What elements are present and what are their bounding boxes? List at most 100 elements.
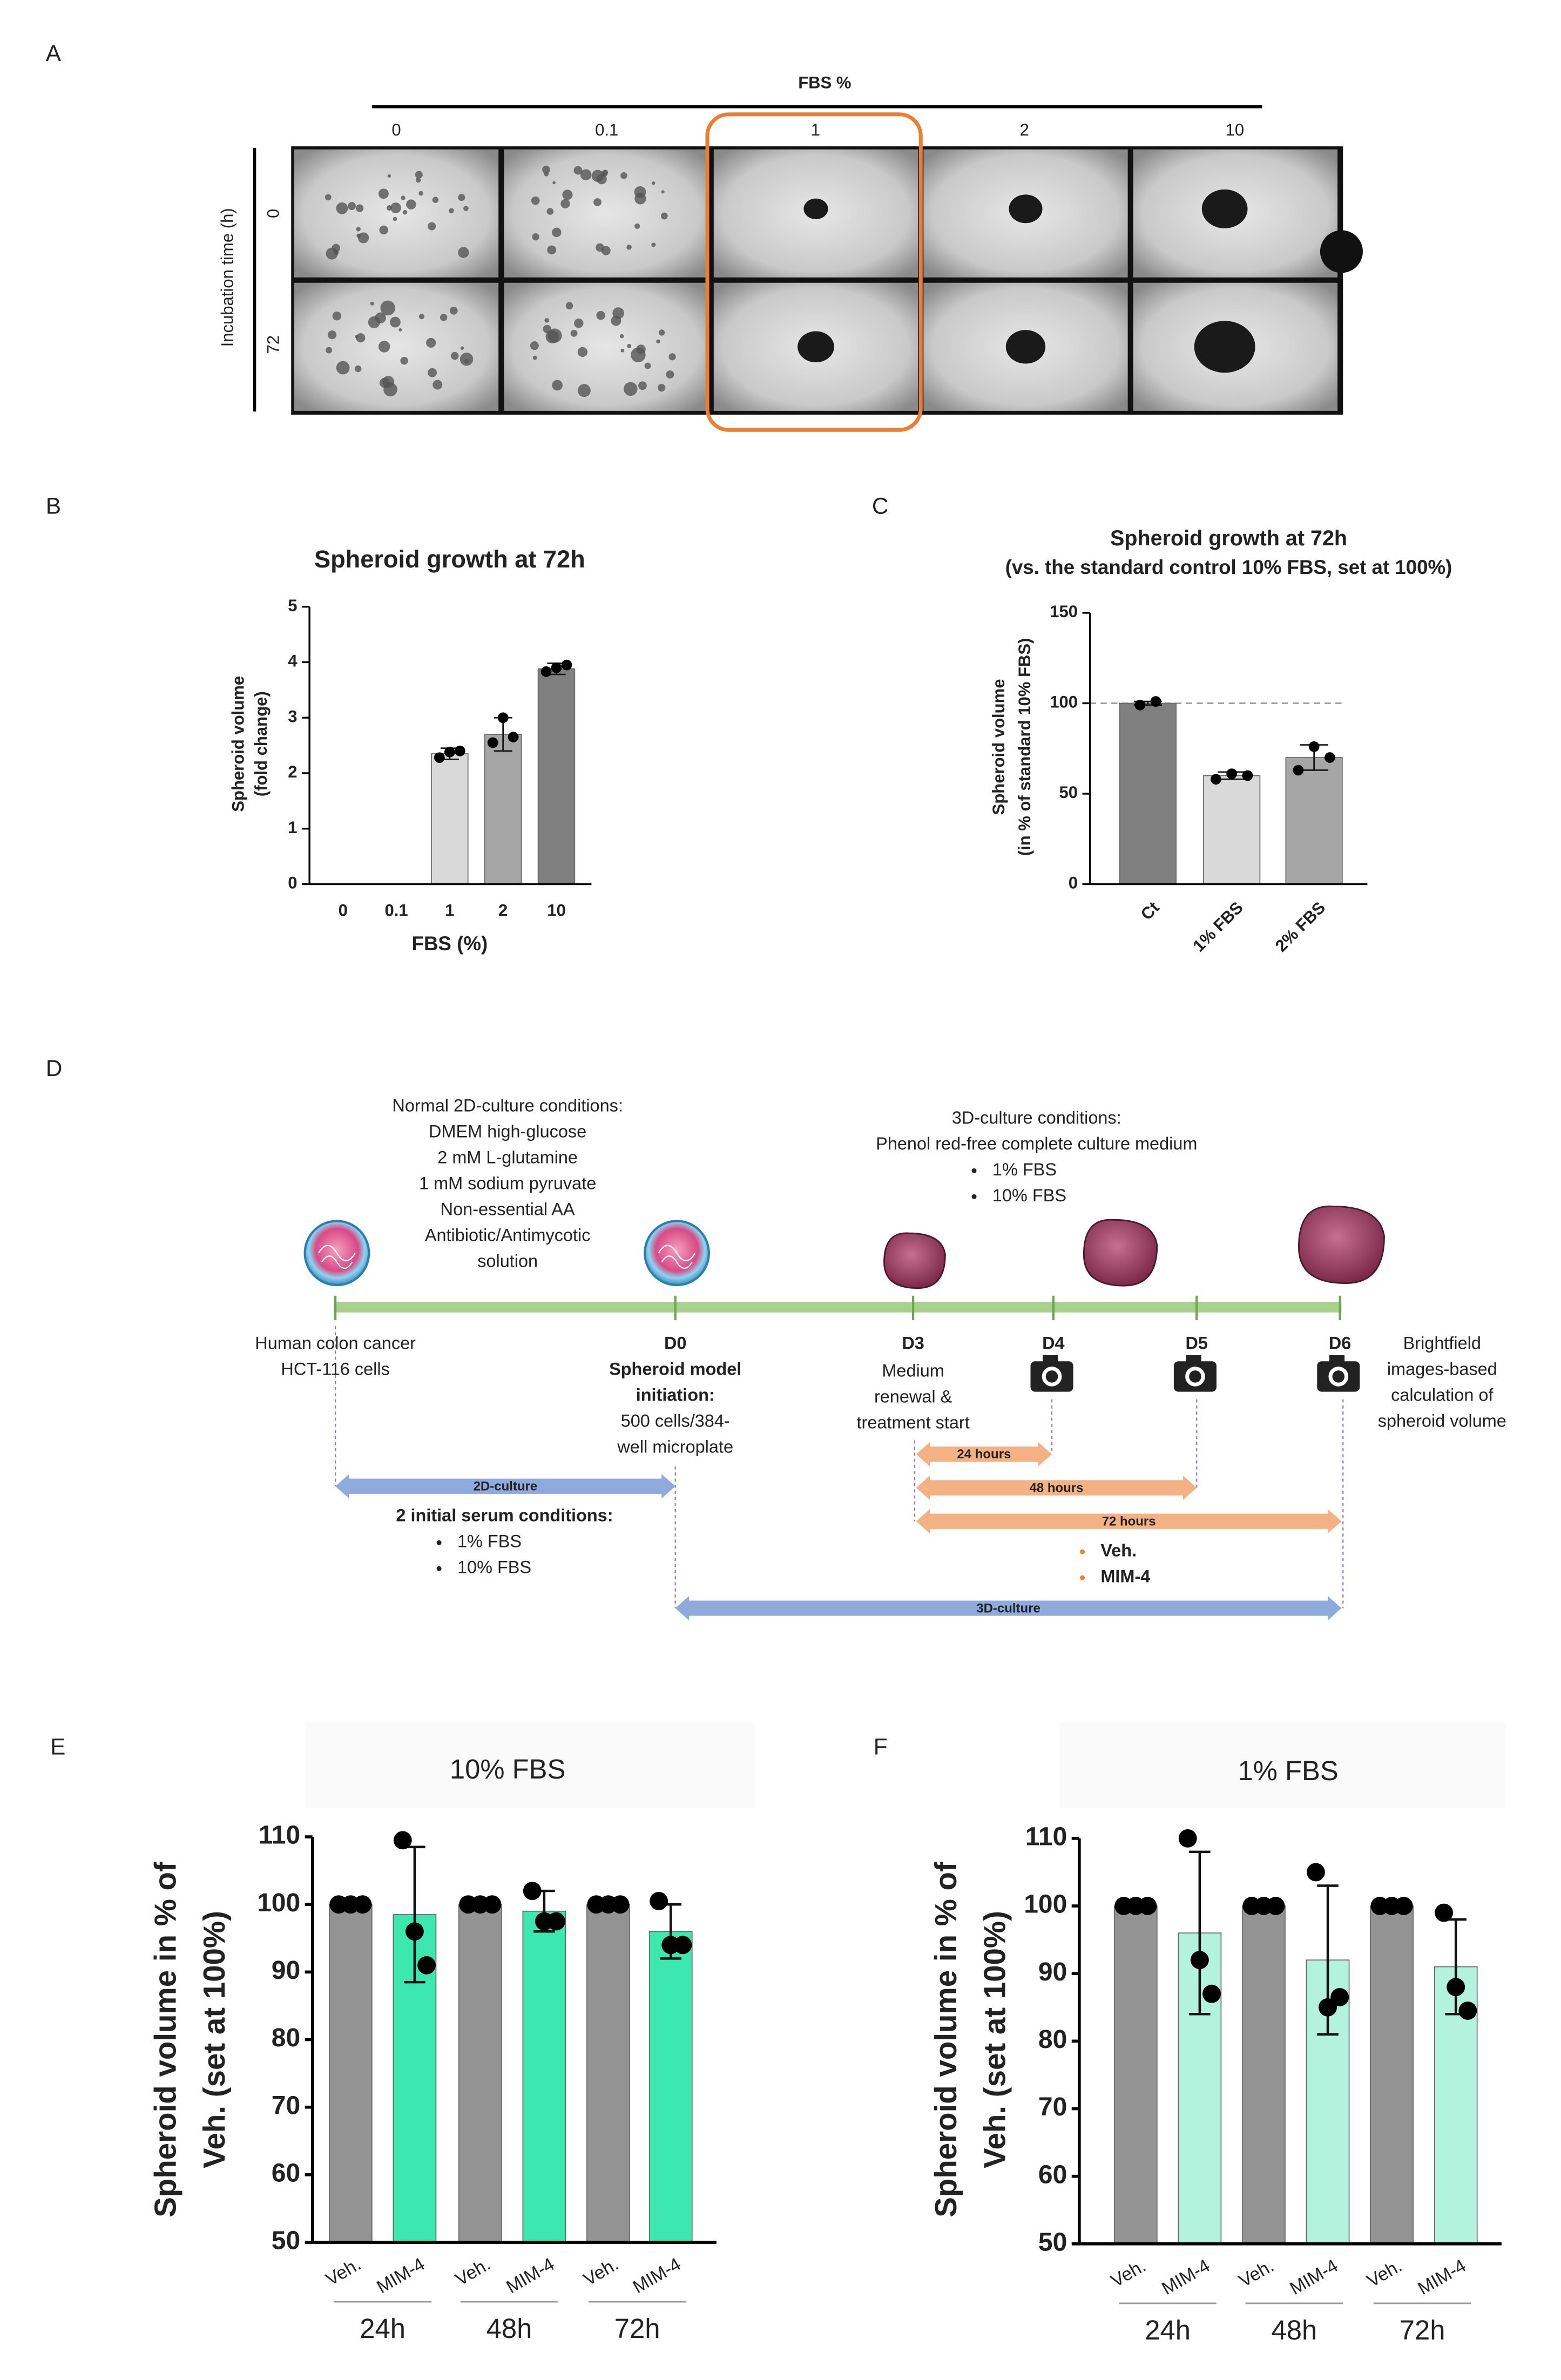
data-point [1306, 1863, 1325, 1882]
cell-cluster [332, 311, 342, 321]
petri-texture [318, 1245, 356, 1269]
readout-text: Brightfield [1403, 1334, 1481, 1353]
data-point [508, 732, 519, 743]
cell-cluster [379, 225, 389, 235]
cell-cluster [378, 341, 390, 353]
cell-cluster [358, 232, 369, 244]
cell-cluster [658, 329, 665, 336]
bar [586, 1904, 630, 2243]
cell-cluster [433, 380, 443, 390]
data-point [487, 737, 498, 748]
data-point [353, 1895, 372, 1914]
group-label: 24h [1145, 2315, 1191, 2345]
cell-cluster [415, 177, 421, 183]
cell-cluster [440, 314, 448, 321]
cell-cluster [666, 370, 674, 379]
arrow-label: 3D-culture [976, 1601, 1040, 1615]
x-tick-label: 10 [547, 901, 566, 920]
data-point [1319, 1998, 1337, 2017]
data-point [444, 747, 455, 758]
y-axis-label: Veh. (set at 100%) [197, 1911, 231, 2168]
row-label: 72 [263, 335, 282, 354]
y-axis-label: (in % of standard 10% FBS) [1015, 638, 1034, 856]
cell-cluster [449, 208, 454, 214]
y-tick-label: 70 [1038, 2093, 1067, 2121]
cell-cluster [624, 382, 638, 396]
double-arrow [916, 1475, 1197, 1500]
x-tick-label: 0 [339, 901, 348, 920]
panel-label: B [46, 493, 61, 518]
bar [1285, 757, 1343, 885]
cell-cluster [660, 212, 668, 220]
y-tick-label: 150 [1050, 602, 1078, 621]
cell-cluster [390, 202, 401, 213]
highlight-box [705, 112, 923, 432]
bullet [436, 1540, 442, 1545]
cell-cluster [601, 246, 611, 255]
cell-cluster [354, 365, 362, 373]
y-axis-label: Spheroid volume in % of [929, 1862, 963, 2217]
data-point [1325, 752, 1335, 763]
error-bar [1189, 1850, 1211, 2016]
cell-cluster [627, 343, 632, 348]
renewal-text: Medium [882, 1361, 944, 1381]
cell-cluster [652, 181, 656, 185]
x-tick-label: Veh. [580, 2254, 622, 2290]
cell-cluster [463, 206, 469, 211]
cell-cluster [378, 188, 389, 199]
y-tick-label: 90 [1038, 1958, 1067, 1986]
data-point [497, 712, 509, 724]
data-point [454, 745, 465, 756]
y-tick-label: 50 [1059, 783, 1078, 802]
cell-cluster [458, 247, 469, 258]
cell-cluster [577, 347, 588, 357]
panel-label: E [50, 1734, 65, 1759]
data-point [405, 1922, 424, 1941]
cell-cluster [449, 306, 458, 315]
condition-text: 1 mM sodium pyruvate [419, 1173, 596, 1193]
x-tick-label: MIM-4 [1286, 2255, 1341, 2299]
cell-cluster [356, 227, 361, 232]
condition-text: 2 mM L-glutamine [437, 1147, 578, 1167]
y-tick-label: 4 [288, 652, 298, 671]
cell-cluster [601, 170, 608, 177]
y-tick-label: 60 [272, 2159, 300, 2188]
bar [1119, 702, 1177, 885]
column-label: 10 [1226, 120, 1245, 139]
camera-top [1329, 1355, 1345, 1363]
x-axis-label: FBS (%) [412, 932, 488, 955]
title-box [1059, 1722, 1506, 1808]
data-point [417, 1956, 436, 1975]
cell-cluster [387, 174, 391, 178]
cell-cluster [327, 330, 337, 340]
double-arrow [335, 1474, 675, 1499]
bullet [1079, 1575, 1085, 1580]
y-tick-label: 3 [288, 707, 297, 726]
x-tick-label: 0.1 [384, 901, 408, 920]
data-point [1202, 1984, 1221, 2003]
data-point [1242, 770, 1253, 781]
y-axis-label: (fold change) [252, 691, 271, 796]
bar [484, 734, 522, 885]
cell-cluster [620, 348, 625, 353]
day-label: D3 [902, 1334, 924, 1353]
row-axis-label: Incubation time (h) [218, 208, 237, 347]
cell-cluster [336, 361, 350, 375]
data-point [1211, 774, 1221, 785]
group-label: 24h [360, 2313, 406, 2344]
x-tick-label: 2% FBS [1272, 898, 1329, 955]
readout-text: images-based [1387, 1360, 1497, 1379]
data-point [611, 1895, 630, 1914]
x-tick-label: Ct [1137, 898, 1163, 924]
x-tick-label: Veh. [1363, 2255, 1405, 2291]
y-tick-label: 100 [1050, 693, 1078, 712]
bar [522, 1910, 566, 2243]
data-point [1138, 1897, 1157, 1915]
y-tick-label: 60 [1038, 2160, 1067, 2189]
data-point [1266, 1897, 1285, 1915]
cell-cluster [355, 335, 359, 339]
data-point [650, 1892, 668, 1910]
chart-title: Spheroid growth at 72h [314, 545, 585, 573]
spheroid-icon [1298, 1205, 1385, 1284]
